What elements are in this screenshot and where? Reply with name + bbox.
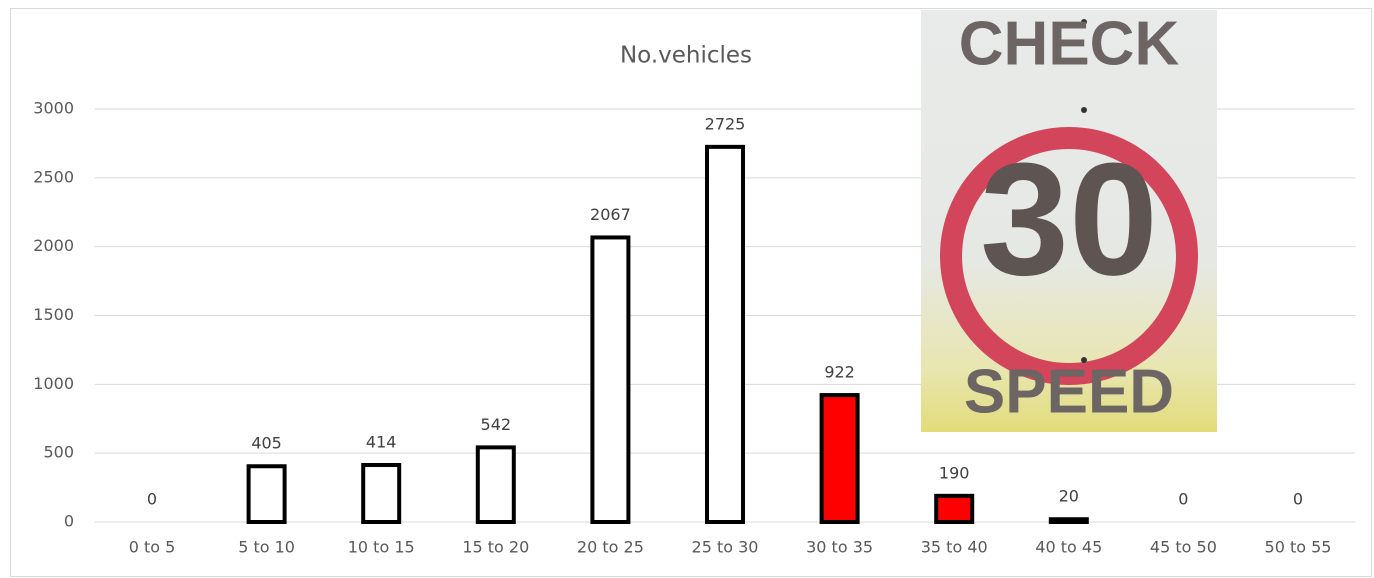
x-tick-label: 0 to 5 (129, 538, 176, 557)
bar (478, 447, 514, 522)
y-tick-label: 2000 (33, 236, 74, 255)
y-tick-label: 3000 (33, 99, 74, 118)
chart: No.vehicles 0500100015002000250030000 to… (0, 0, 1374, 578)
y-tick-label: 2500 (33, 167, 74, 186)
data-label: 542 (481, 415, 512, 434)
y-tick-label: 0 (64, 512, 74, 531)
sign-image: CHECK 30 SPEED (921, 9, 1217, 432)
data-label: 0 (1178, 490, 1188, 509)
data-label: 922 (824, 363, 855, 382)
y-tick-label: 500 (43, 443, 74, 462)
chart-title: No.vehicles (620, 43, 752, 69)
data-label: 405 (251, 434, 282, 453)
data-label: 414 (366, 433, 397, 452)
x-tick-label: 5 to 10 (238, 538, 295, 557)
data-label: 20 (1059, 487, 1079, 506)
y-tick-label: 1000 (33, 374, 74, 393)
data-label: 2067 (590, 205, 631, 224)
bar (249, 466, 285, 522)
x-tick-label: 45 to 50 (1150, 538, 1217, 557)
bar (592, 237, 628, 522)
x-tick-label: 50 to 55 (1265, 538, 1332, 557)
bar (363, 465, 399, 522)
x-tick-label: 30 to 35 (806, 538, 873, 557)
x-tick-label: 35 to 40 (921, 538, 988, 557)
bar (707, 147, 743, 522)
sign-text: SPEED (964, 357, 1174, 426)
bar (1051, 519, 1087, 522)
x-tick-label: 15 to 20 (462, 538, 529, 557)
sign-text: 30 (980, 129, 1158, 308)
sign-screw (1081, 107, 1087, 113)
y-tick-label: 1500 (33, 305, 74, 324)
data-label: 190 (939, 463, 970, 482)
data-label: 0 (1293, 490, 1303, 509)
x-tick-label: 25 to 30 (692, 538, 759, 557)
sign-text: CHECK (959, 9, 1180, 78)
data-label: 0 (147, 490, 157, 509)
x-tick-label: 40 to 45 (1035, 538, 1102, 557)
bar (936, 496, 972, 522)
bar (822, 395, 858, 522)
data-label: 2725 (705, 114, 746, 133)
x-tick-label: 20 to 25 (577, 538, 644, 557)
x-tick-label: 10 to 15 (348, 538, 415, 557)
